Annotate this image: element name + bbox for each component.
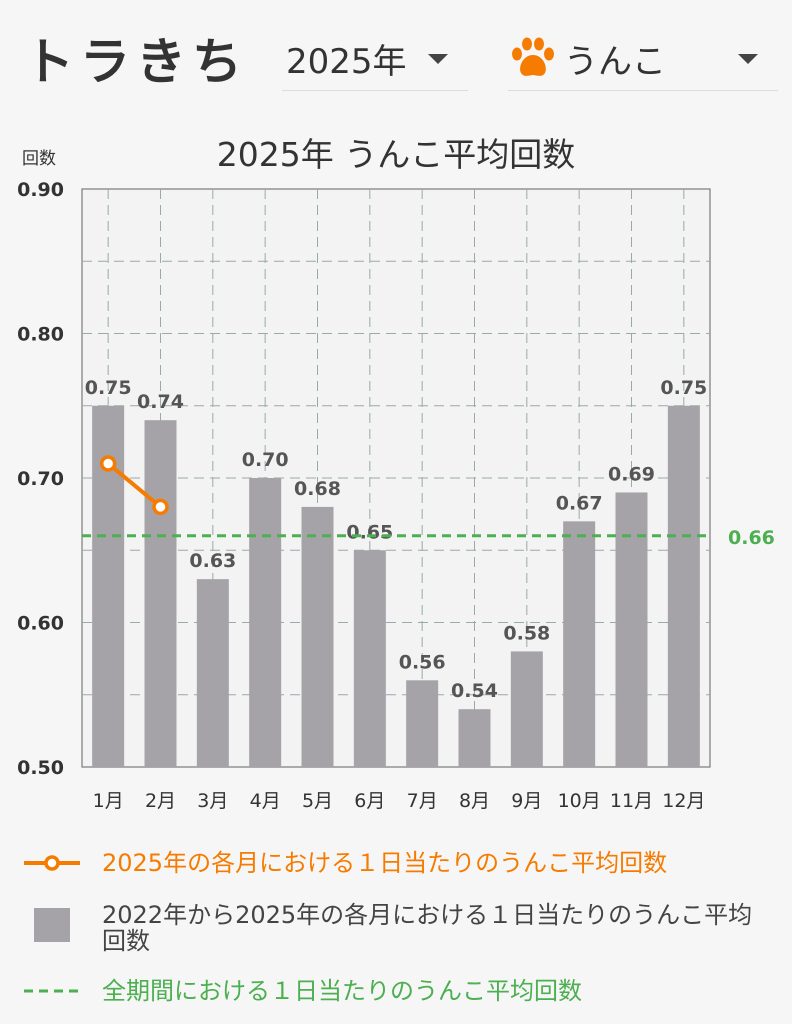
legend-bar-swatch	[34, 908, 70, 942]
bar	[144, 420, 177, 767]
average-value-label: 0.66	[728, 527, 775, 549]
bar	[301, 506, 334, 767]
average-line: 0.66	[82, 527, 775, 549]
legend-average-swatch	[24, 989, 80, 993]
bar-value-label: 0.65	[346, 521, 393, 543]
bar-series	[92, 405, 700, 767]
x-tick-label: 6月	[354, 790, 385, 810]
legend-item-average: 全期間における１日当たりのうんこ平均回数	[22, 978, 582, 1004]
paw-icon	[512, 37, 554, 76]
legend-average-label: 全期間における１日当たりのうんこ平均回数	[102, 977, 582, 1005]
chevron-down-icon	[428, 54, 448, 64]
bar-value-label: 0.63	[189, 550, 236, 572]
bar	[458, 709, 491, 767]
legend-line-swatch	[24, 855, 80, 871]
kind-select-value: うんこ	[564, 41, 666, 82]
bar-value-label: 0.75	[85, 377, 132, 399]
legend-item-line: 2025年の各月における１日当たりのうんこ平均回数	[22, 850, 667, 876]
bar-value-label: 0.67	[556, 492, 603, 514]
legend-line-label: 2025年の各月における１日当たりのうんこ平均回数	[102, 849, 668, 877]
kind-select[interactable]: うんこ	[508, 26, 778, 91]
year-select[interactable]: 2025年	[282, 26, 468, 91]
bar	[406, 680, 439, 767]
y-tick-label: 0.90	[17, 179, 64, 201]
bar	[615, 492, 648, 767]
x-tick-label: 10月	[558, 790, 601, 810]
bar-value-label: 0.54	[451, 680, 498, 702]
bar-labels: 0.750.740.630.700.680.650.560.540.580.67…	[85, 377, 708, 702]
series-point	[99, 455, 117, 472]
bar-value-label: 0.58	[503, 622, 550, 644]
line-series	[99, 455, 169, 516]
x-tick-label: 5月	[302, 790, 333, 810]
y-tick-label: 0.80	[17, 324, 64, 346]
bar	[667, 405, 700, 767]
bar-value-label: 0.74	[137, 391, 184, 413]
x-tick-label: 12月	[662, 790, 705, 810]
bar-value-label: 0.68	[294, 478, 341, 500]
y-tick-label: 0.70	[17, 468, 64, 490]
x-tick-label: 3月	[197, 790, 228, 810]
chart-title: 2025年 うんこ平均回数	[217, 135, 575, 174]
y-tick-label: 0.50	[17, 757, 64, 779]
bar	[563, 521, 596, 767]
year-select-value: 2025年	[286, 41, 407, 82]
legend-item-bar: 2022年から2025年の各月における１日当たりのうんこ平均回数	[22, 902, 762, 954]
x-tick-label: 7月	[407, 790, 438, 810]
app-title: トラきち	[24, 33, 248, 91]
bar	[249, 478, 282, 767]
bar-value-label: 0.69	[608, 463, 655, 485]
bar	[353, 550, 386, 767]
chevron-down-icon	[738, 54, 758, 64]
bar-value-label: 0.70	[242, 449, 289, 471]
x-tick-label: 11月	[610, 790, 653, 810]
y-axis: 0.90 0.80 0.70 0.60 0.50	[17, 179, 64, 779]
y-tick-label: 0.60	[17, 613, 64, 635]
bar-value-label: 0.75	[660, 377, 707, 399]
y-axis-label: 回数	[22, 149, 56, 169]
x-axis: 1月 2月 3月 4月 5月 6月 7月 8月 9月 10月 11月 12月	[93, 790, 706, 810]
x-tick-label: 9月	[511, 790, 542, 810]
x-tick-label: 1月	[93, 790, 124, 810]
bar	[196, 579, 229, 767]
x-tick-label: 4月	[250, 790, 281, 810]
bar	[510, 651, 543, 767]
x-tick-label: 2月	[145, 790, 176, 810]
bar-chart: 2025年 うんこ平均回数 回数 0.90 0.80 0.70 0.60 0.50 0.…	[17, 135, 775, 810]
series-point	[152, 498, 169, 516]
bar-value-label: 0.56	[399, 651, 446, 673]
legend-bar-label: 2022年から2025年の各月における１日当たりのうんこ平均回数	[102, 901, 753, 955]
x-tick-label: 8月	[459, 790, 490, 810]
series-line-path	[106, 462, 162, 509]
